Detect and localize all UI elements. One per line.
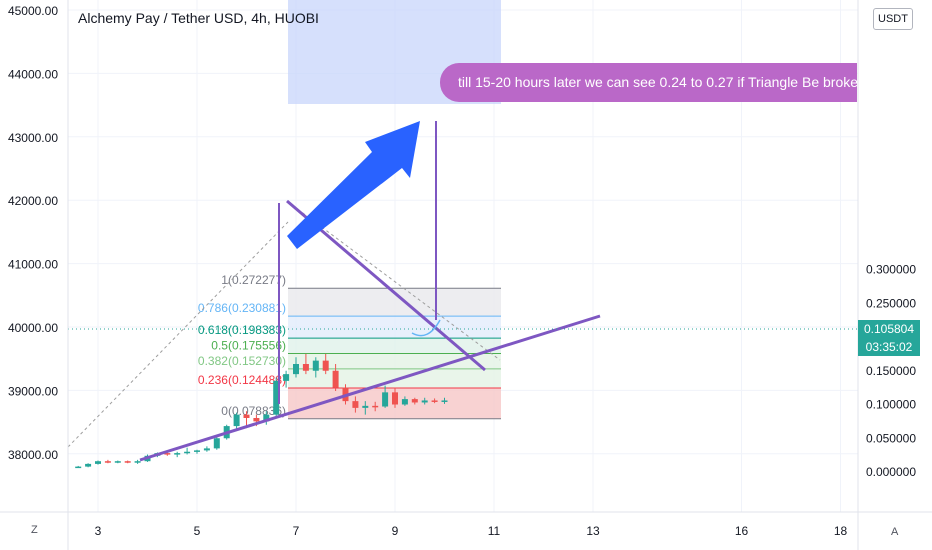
candle-body bbox=[75, 466, 82, 469]
time-axis-tick: 13 bbox=[586, 524, 600, 538]
candle-body bbox=[283, 374, 290, 381]
time-axis-tick: 16 bbox=[735, 524, 749, 538]
candle-body bbox=[233, 414, 240, 427]
candle-body bbox=[124, 461, 131, 463]
left-axis-tick: 41000.00 bbox=[8, 258, 58, 272]
candle-body bbox=[104, 461, 111, 463]
candle-body bbox=[164, 453, 171, 455]
fib-band bbox=[288, 368, 501, 388]
candle-body bbox=[312, 360, 319, 371]
candle-body bbox=[273, 380, 280, 415]
time-axis-tick: 18 bbox=[834, 524, 848, 538]
candle-body bbox=[382, 392, 389, 407]
chart-title: Alchemy Pay / Tether USD, 4h, HUOBI bbox=[78, 10, 319, 26]
annotation-callout[interactable]: till 15-20 hours later we can see 0.24 t… bbox=[440, 63, 857, 102]
fib-level-label: 0.786(0.230881) bbox=[198, 301, 286, 315]
candle-body bbox=[85, 463, 92, 467]
left-axis-tick: 43000.00 bbox=[8, 131, 58, 145]
candle-body bbox=[213, 438, 220, 449]
candle-body bbox=[184, 451, 191, 454]
candle-body bbox=[243, 414, 250, 418]
candle-body bbox=[352, 401, 359, 408]
left-axis-tick: 45000.00 bbox=[8, 4, 58, 18]
fib-band bbox=[288, 338, 501, 354]
currency-badge[interactable]: USDT bbox=[873, 8, 913, 30]
left-axis-tick: 42000.00 bbox=[8, 194, 58, 208]
auto-scale-toggle[interactable]: Z bbox=[31, 524, 38, 536]
left-axis-tick: 40000.00 bbox=[8, 321, 58, 335]
candle-body bbox=[441, 400, 448, 402]
candle-body bbox=[114, 461, 121, 463]
right-axis-tick: 0.000000 bbox=[866, 465, 916, 479]
auto-scale-toggle-right[interactable]: A bbox=[891, 526, 899, 538]
candle-body bbox=[134, 461, 141, 463]
right-axis-tick: 0.250000 bbox=[866, 296, 916, 310]
time-axis-tick: 7 bbox=[293, 524, 300, 538]
path-hint bbox=[411, 319, 441, 337]
candle-body bbox=[302, 364, 309, 371]
candle-body bbox=[421, 400, 428, 403]
fib-level-label: 1(0.272277) bbox=[221, 273, 286, 287]
left-axis-tick: 38000.00 bbox=[8, 448, 58, 462]
time-axis-tick: 9 bbox=[392, 524, 399, 538]
candle-body bbox=[362, 405, 369, 408]
candle-body bbox=[332, 370, 339, 388]
candle-body bbox=[411, 399, 418, 403]
fib-level-label: 0.382(0.152730) bbox=[198, 354, 286, 368]
fib-level-label: 0.618(0.198383) bbox=[198, 323, 286, 337]
fib-level-label: 0(0.078836) bbox=[221, 404, 286, 418]
left-axis-tick: 39000.00 bbox=[8, 384, 58, 398]
time-axis-tick: 11 bbox=[488, 524, 501, 538]
candle-body bbox=[372, 405, 379, 408]
candle-body bbox=[401, 399, 408, 405]
candle-body bbox=[95, 461, 101, 464]
fib-level-label: 0.5(0.175556) bbox=[211, 338, 286, 352]
candle-body bbox=[263, 414, 270, 422]
candle-body bbox=[431, 400, 438, 402]
candle-body bbox=[322, 360, 329, 371]
right-axis-tick: 0.150000 bbox=[866, 364, 916, 378]
time-axis-tick: 5 bbox=[194, 524, 201, 538]
dashed-trendline bbox=[67, 221, 289, 448]
fib-band bbox=[288, 316, 501, 339]
right-axis-tick: 0.300000 bbox=[866, 263, 916, 277]
candle-body bbox=[194, 450, 200, 452]
right-axis-tick: 0.100000 bbox=[866, 398, 916, 412]
projection-arrow bbox=[287, 121, 420, 249]
fib-level-label: 0.236(0.124488) bbox=[198, 373, 286, 387]
bar-countdown: 03:35:02 bbox=[858, 338, 920, 356]
candle-body bbox=[253, 418, 260, 422]
support-trendline bbox=[139, 314, 601, 462]
time-axis-tick: 3 bbox=[95, 524, 102, 538]
candle-body bbox=[203, 448, 210, 451]
current-price-tag: 0.105804 bbox=[858, 320, 920, 338]
left-axis-tick: 44000.00 bbox=[8, 67, 58, 81]
candle-body bbox=[293, 364, 299, 375]
candle-body bbox=[174, 453, 181, 455]
right-axis-tick: 0.050000 bbox=[866, 431, 916, 445]
candle-body bbox=[392, 392, 398, 405]
